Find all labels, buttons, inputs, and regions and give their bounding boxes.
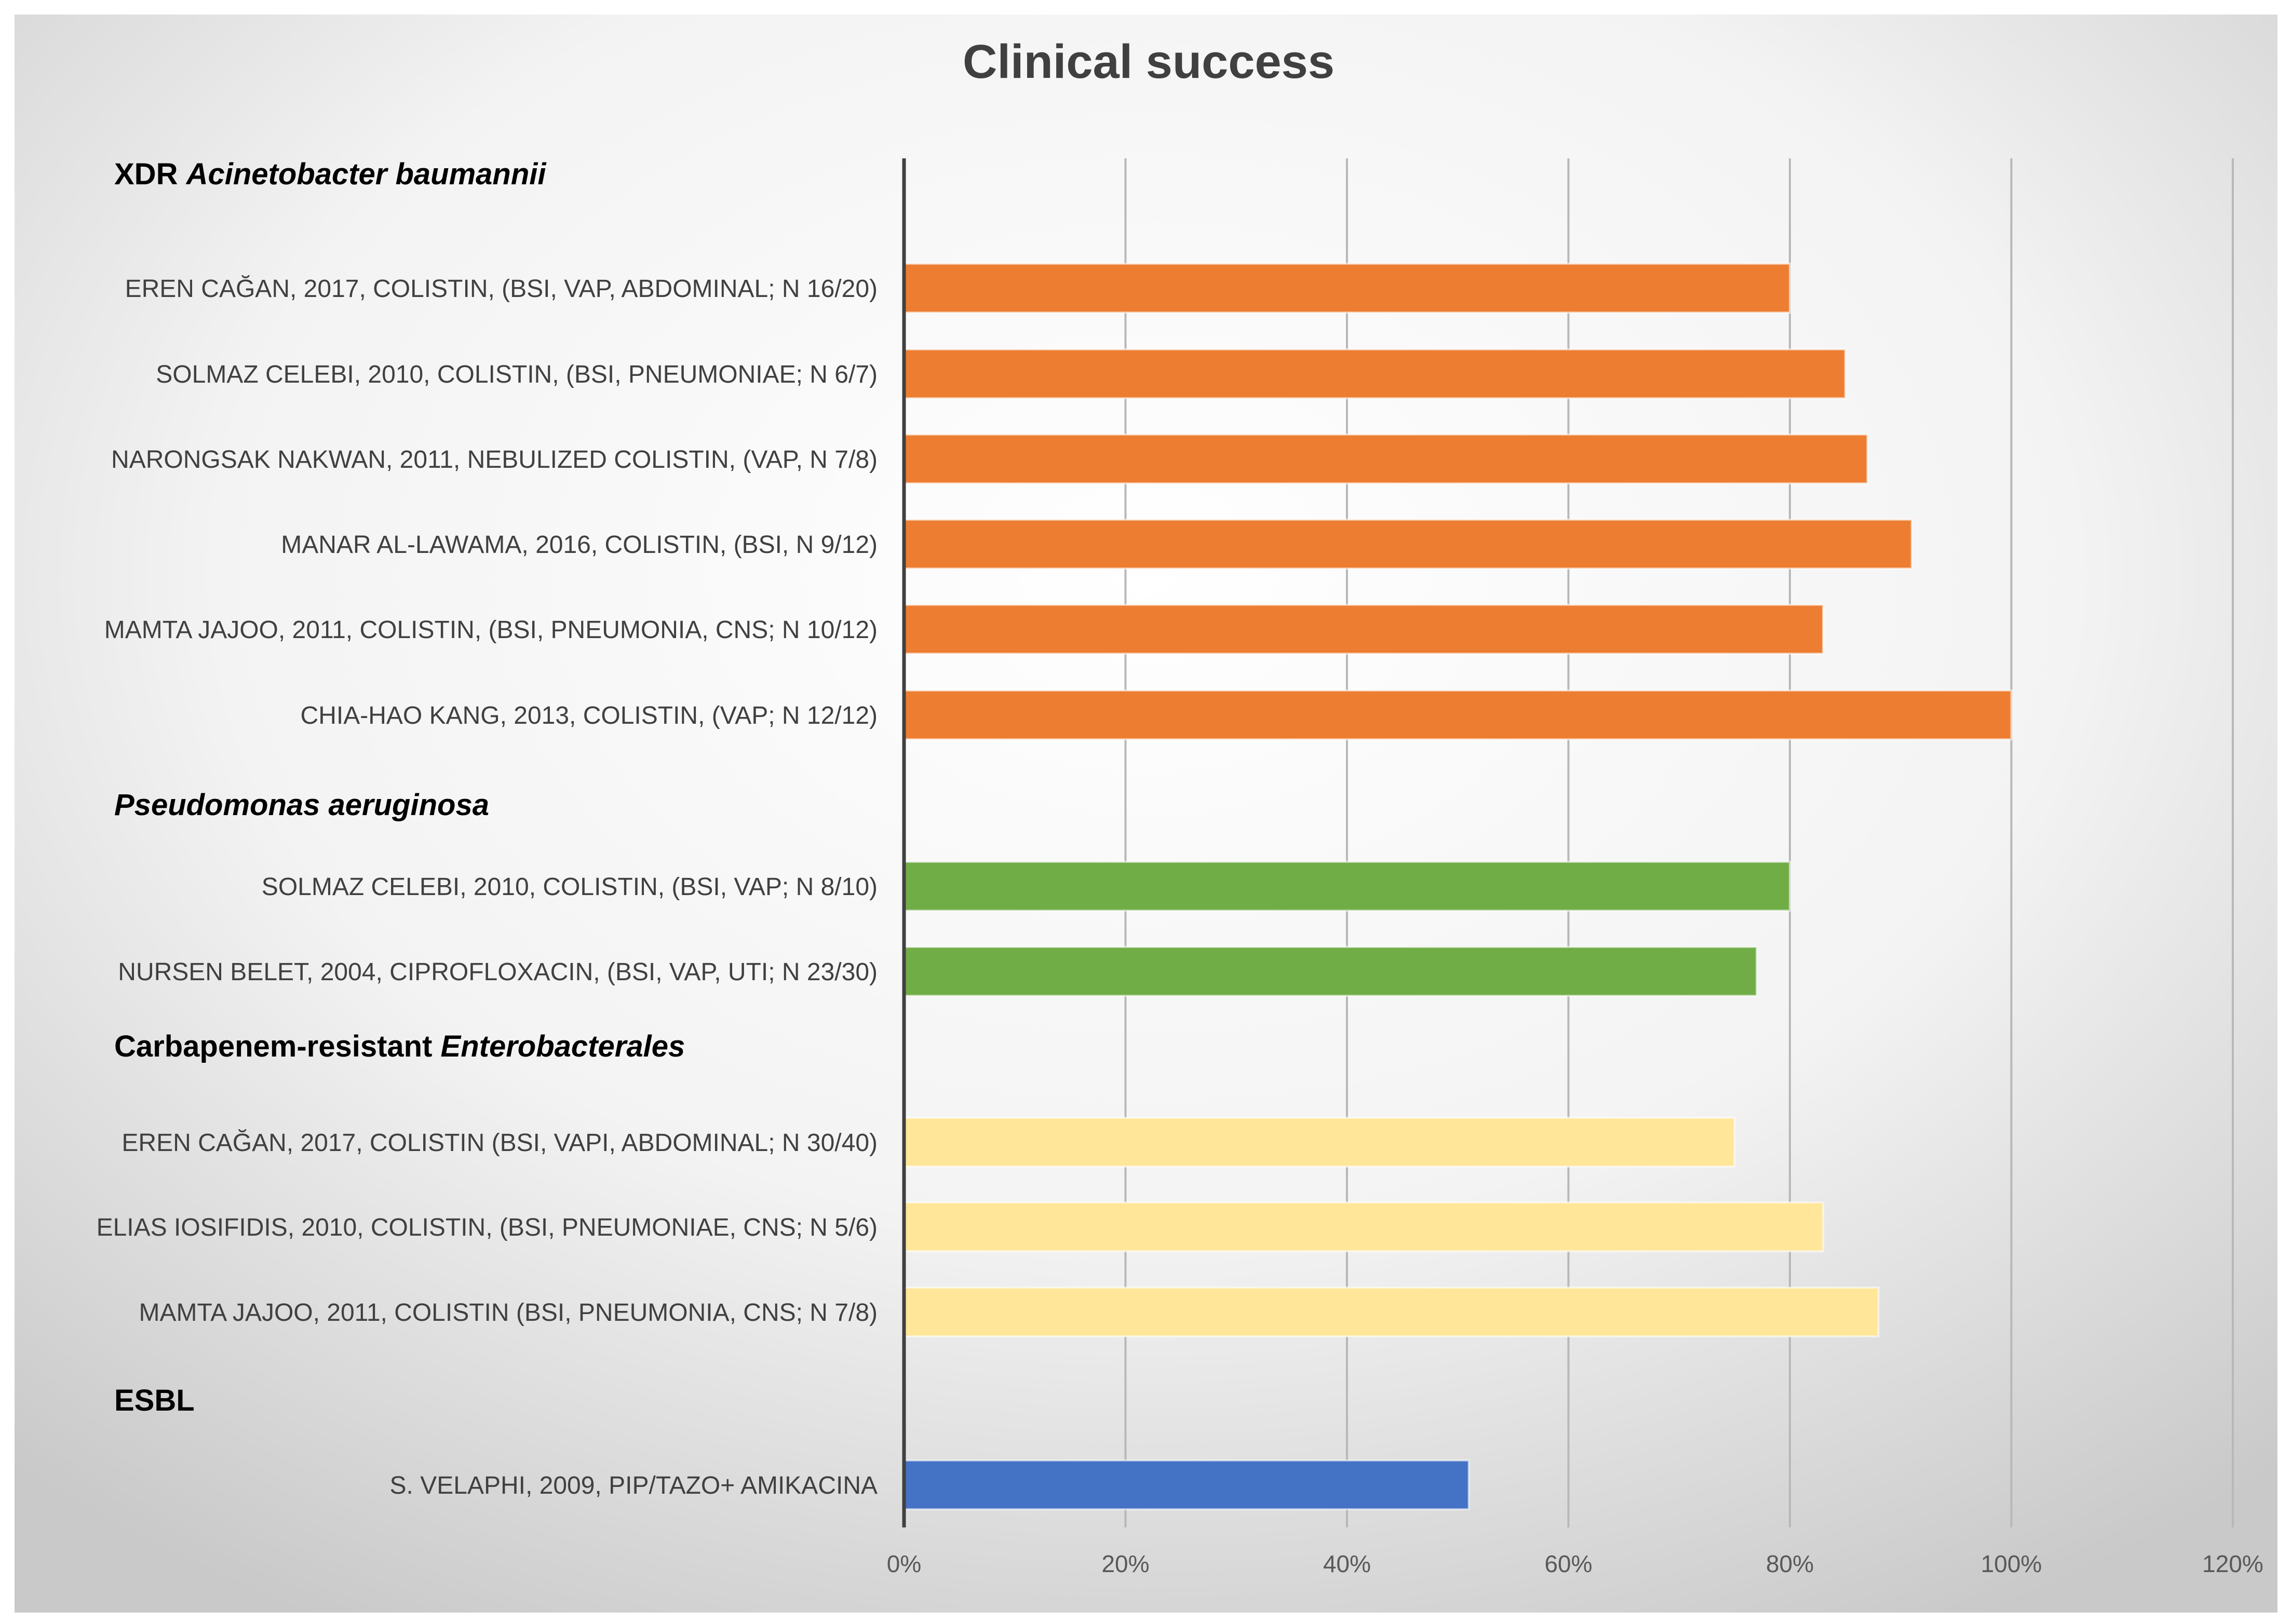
bar	[903, 1201, 1824, 1252]
group-header-plain: ESBL	[114, 1384, 195, 1417]
x-tick-label: 80%	[1766, 1550, 1814, 1577]
bar-category-label: ELIAS IOSIFIDIS, 2010, COLISTIN, (BSI, P…	[97, 1214, 878, 1241]
bar	[903, 263, 1791, 314]
bar	[903, 604, 1824, 655]
group-header: XDR Acinetobacter baumannii	[114, 157, 547, 191]
bar-category-label: MAMTA JAJOO, 2011, COLISTIN (BSI, PNEUMO…	[139, 1299, 878, 1327]
chart-title: Clinical success	[963, 35, 1334, 88]
group-header: Pseudomonas aeruginosa	[114, 788, 489, 822]
bar-category-label: SOLMAZ CELEBI, 2010, COLISTIN, (BSI, VAP…	[262, 873, 878, 901]
bars	[903, 263, 2013, 1510]
bar	[903, 1459, 1470, 1510]
bar-category-label: EREN CAĞAN, 2017, COLISTIN, (BSI, VAP, A…	[125, 275, 878, 303]
group-header-italic: Acinetobacter baumannii	[185, 157, 547, 191]
group-header: ESBL	[114, 1384, 195, 1417]
x-tick-label: 0%	[887, 1550, 921, 1577]
bar	[903, 434, 1869, 484]
group-header-plain: XDR	[114, 157, 186, 191]
group-header: Carbapenem-resistant Enterobacterales	[114, 1030, 685, 1063]
bar	[903, 689, 2013, 740]
group-header-italic: Pseudomonas aeruginosa	[114, 788, 489, 822]
x-tick-label: 40%	[1323, 1550, 1371, 1577]
bar	[903, 946, 1758, 997]
bar-category-label: CHIA-HAO KANG, 2013, COLISTIN, (VAP; N 1…	[301, 702, 878, 729]
bar-category-label: MAMTA JAJOO, 2011, COLISTIN, (BSI, PNEUM…	[104, 616, 878, 644]
category-labels: XDR Acinetobacter baumannii EREN CAĞAN, 2…	[97, 157, 878, 1499]
x-tick-label: 120%	[2202, 1550, 2263, 1577]
group-header-plain: Carbapenem-resistant	[114, 1030, 441, 1063]
bar	[903, 348, 1846, 399]
bar	[903, 519, 1913, 570]
x-tick-label: 100%	[1981, 1550, 2042, 1577]
bar	[903, 861, 1791, 912]
bar	[903, 1117, 1736, 1168]
x-tick-label: 20%	[1101, 1550, 1149, 1577]
bar-category-label: NARONGSAK NAKWAN, 2011, NEBULIZED COLIST…	[111, 446, 878, 473]
bar-category-label: NURSEN BELET, 2004, CIPROFLOXACIN, (BSI,…	[118, 958, 878, 986]
bar-category-label: S. VELAPHI, 2009, PIP/TAZO+ AMIKACINA	[390, 1472, 878, 1499]
bar-category-label: MANAR AL-LAWAMA, 2016, COLISTIN, (BSI, N…	[281, 531, 878, 559]
bar-category-label: SOLMAZ CELEBI, 2010, COLISTIN, (BSI, PNE…	[156, 361, 878, 388]
group-header-italic: Enterobacterales	[441, 1030, 685, 1063]
x-tick-label: 60%	[1544, 1550, 1592, 1577]
bar	[903, 1287, 1880, 1337]
bar-category-label: EREN CAĞAN, 2017, COLISTIN (BSI, VAPI, A…	[122, 1129, 878, 1157]
axes: 0% 20% 40% 60% 80% 100% 120%	[887, 158, 2263, 1577]
